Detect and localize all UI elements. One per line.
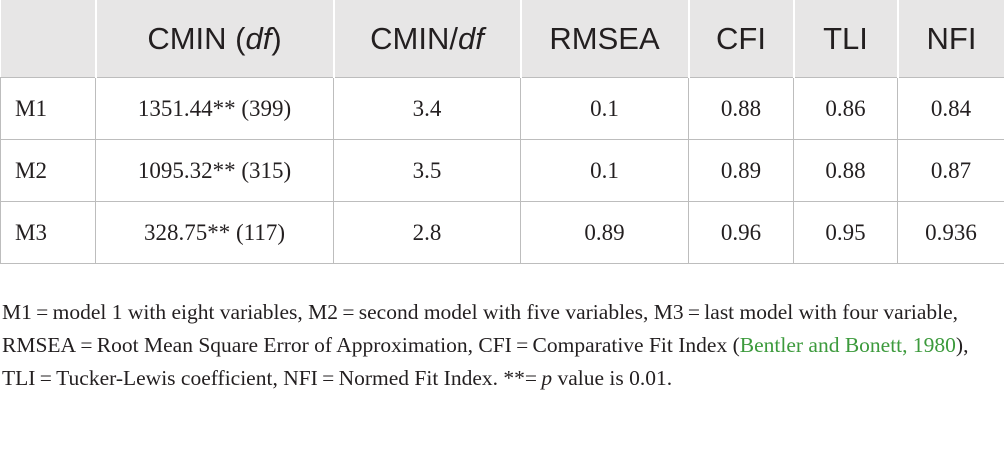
cell-rmsea: 0.1 xyxy=(520,139,689,202)
header-cfi: CFI xyxy=(688,0,795,78)
cell-cmin-df: 3.4 xyxy=(333,77,521,140)
fit-indices-table: CMIN (df) CMIN/df RMSEA CFI TLI NFI M1 1… xyxy=(0,0,1004,264)
cell-cfi: 0.89 xyxy=(688,139,794,202)
p-symbol: p xyxy=(541,366,553,390)
table-row: M3 328.75** (117) 2.8 0.89 0.96 0.95 0.9… xyxy=(0,201,1004,264)
cell-tli: 0.86 xyxy=(793,77,898,140)
footnote-text: ), TLI = Tucker-Lewis coefficient, NFI =… xyxy=(2,333,969,390)
cell-cfi: 0.88 xyxy=(688,77,794,140)
cell-cmin-df: 3.5 xyxy=(333,139,521,202)
cell-cmin-df: 2.8 xyxy=(333,201,521,264)
table-footnote: M1 = model 1 with eight variables, M2 = … xyxy=(2,296,997,395)
table-header-row: CMIN (df) CMIN/df RMSEA CFI TLI NFI xyxy=(0,0,1004,78)
cell-model: M3 xyxy=(0,201,96,264)
header-cmin: CMIN (df) xyxy=(95,0,335,78)
header-rmsea: RMSEA xyxy=(520,0,690,78)
cell-nfi: 0.87 xyxy=(897,139,1004,202)
cell-model: M1 xyxy=(0,77,96,140)
footnote-text: value is 0.01. xyxy=(552,366,673,390)
cell-cmin: 1095.32** (315) xyxy=(95,139,334,202)
cell-cmin: 1351.44** (399) xyxy=(95,77,334,140)
cell-tli: 0.88 xyxy=(793,139,898,202)
fit-indices-table-wrapper: CMIN (df) CMIN/df RMSEA CFI TLI NFI M1 1… xyxy=(0,0,1004,264)
header-tli: TLI xyxy=(793,0,899,78)
header-model xyxy=(0,0,97,78)
table-row: M1 1351.44** (399) 3.4 0.1 0.88 0.86 0.8… xyxy=(0,77,1004,140)
cell-nfi: 0.84 xyxy=(897,77,1004,140)
cell-rmsea: 0.1 xyxy=(520,77,689,140)
cell-nfi: 0.936 xyxy=(897,201,1004,264)
citation-link[interactable]: Bentler and Bonett, 1980 xyxy=(739,333,956,357)
footnote-text: M1 = model 1 with eight variables, M2 = … xyxy=(2,300,959,357)
cell-cmin: 328.75** (117) xyxy=(95,201,334,264)
header-cmin-df: CMIN/df xyxy=(333,0,522,78)
table-row: M2 1095.32** (315) 3.5 0.1 0.89 0.88 0.8… xyxy=(0,139,1004,202)
cell-model: M2 xyxy=(0,139,96,202)
cell-rmsea: 0.89 xyxy=(520,201,689,264)
header-nfi: NFI xyxy=(897,0,1004,78)
cell-tli: 0.95 xyxy=(793,201,898,264)
cell-cfi: 0.96 xyxy=(688,201,794,264)
